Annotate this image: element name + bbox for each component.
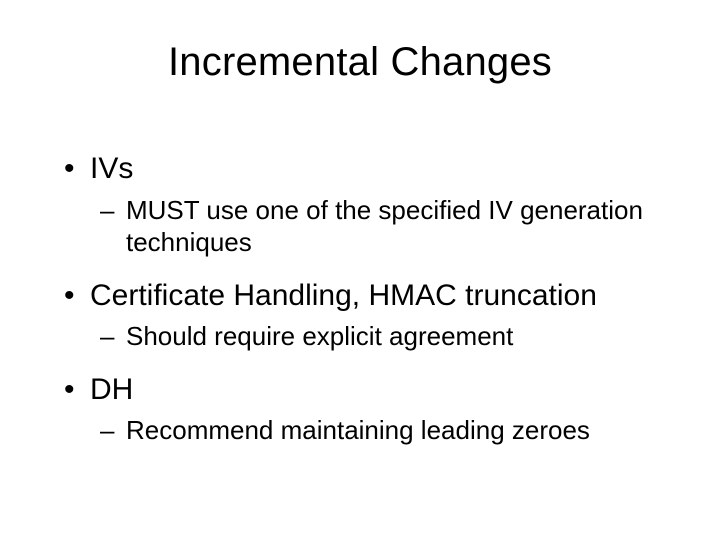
slide: Incremental Changes IVs MUST use one of … [0, 0, 720, 540]
slide-body: IVs MUST use one of the specified IV gen… [60, 150, 660, 461]
bullet-lvl2: Should require explicit agreement [60, 320, 660, 353]
slide-title: Incremental Changes [0, 40, 720, 85]
bullet-lvl1: DH [60, 371, 660, 409]
bullet-lvl2: MUST use one of the specified IV generat… [60, 194, 660, 259]
bullet-lvl1: IVs [60, 150, 660, 188]
bullet-lvl2: Recommend maintaining leading zeroes [60, 414, 660, 447]
bullet-lvl1: Certificate Handling, HMAC truncation [60, 277, 660, 315]
